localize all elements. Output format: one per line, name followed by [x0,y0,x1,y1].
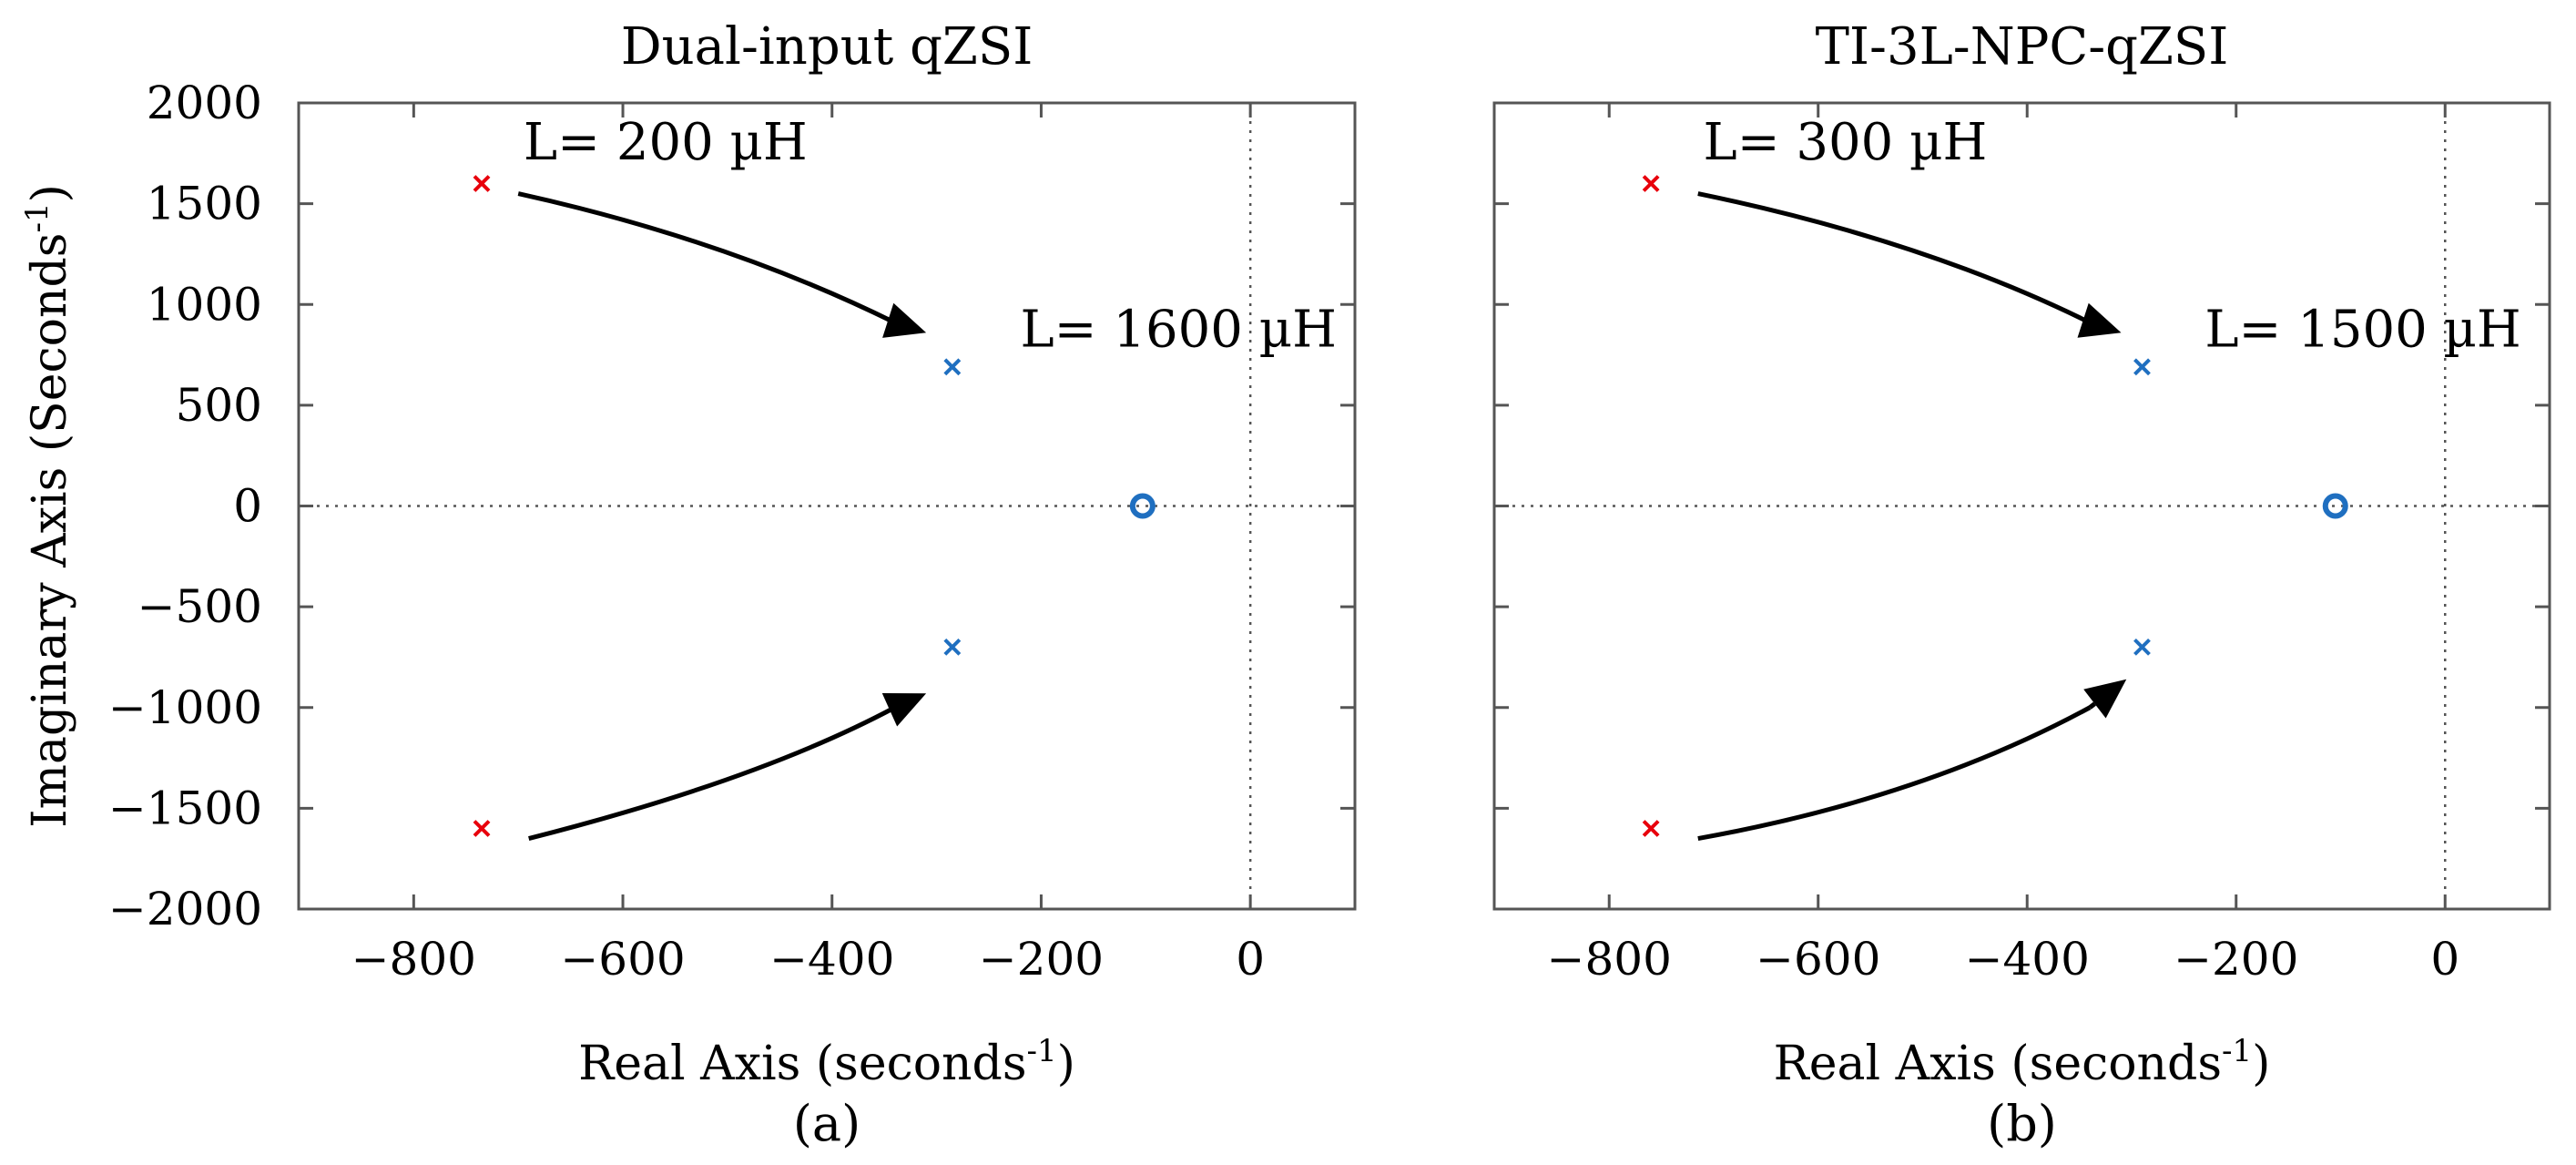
x-tick-label: −400 [769,933,894,986]
y-axis-label-text: Imaginary Axis (Seconds [23,233,77,828]
x-tick-label: −800 [1547,933,1672,986]
chart-title: TI-3L-NPC-qZSI [1816,17,2229,77]
y-tick-label: 1000 [147,278,262,331]
pole-marker-stroke [473,820,491,837]
chart-title: Dual-input qZSI [621,17,1033,77]
pole-marker-stroke [1642,820,1660,837]
x-axis-label-close: ) [2252,1037,2270,1091]
pole-marker [1642,175,1660,192]
arrowhead [881,693,927,727]
x-tick-label: −400 [1965,933,2090,986]
locus-arrow-lower [528,705,896,841]
x-tick-label: −800 [351,933,476,986]
inductance-annotation: L= 300 µH [1704,113,1988,172]
locus-arrow-lower [1697,705,2092,842]
x-tick-label: 0 [2430,933,2459,986]
x-tick-label: −200 [979,933,1104,986]
y-axis-label-close: ) [23,184,77,202]
x-tick-label: −600 [560,933,685,986]
y-tick-label: 500 [176,379,262,432]
locus-arrow-upper [1697,191,2092,325]
x-axis-label-text: Real Axis (seconds [578,1037,1026,1091]
y-tick-label: 0 [233,480,262,533]
y-tick-label: −500 [137,580,262,633]
pole-marker [1642,820,1660,837]
x-axis-label-sup: -1 [1027,1033,1057,1069]
pole-marker [2133,358,2151,376]
zero-marker [1129,493,1156,519]
inductance-annotation: L= 200 µH [524,113,808,172]
inductance-annotation: L= 1600 µH [1020,301,1336,360]
panel-label: (b) [1987,1095,2057,1152]
y-tick-label: −1000 [108,681,262,734]
y-tick-label: −2000 [108,883,262,935]
arrow-shaft-end [2088,701,2096,710]
arrowhead [2083,679,2127,719]
y-tick-label: 2000 [147,77,262,129]
chart-panel-b: −800 −600 −400 −200 0 TI-3L-NPC-qZSI Real Axis… [1492,17,2551,1152]
pole-marker-stroke [473,175,491,192]
y-axis-label-sup: -1 [19,202,56,232]
pole-marker-stroke [943,358,962,376]
pole-marker-stroke [2133,358,2151,376]
y-tick-label: 1500 [147,178,262,230]
pole-marker [473,820,491,837]
x-tick-label: −200 [2174,933,2298,986]
y-axis-label: Imaginary Axis (Seconds-1) [19,184,77,828]
pole-marker [943,638,962,656]
chart-panel-a: −800 −600 −400 −200 02000150010005000−500−10… [19,17,1357,1152]
arrowhead [2077,302,2122,338]
x-axis-label-sup: -1 [2222,1033,2252,1069]
pole-marker [473,175,491,192]
x-tick-label: 0 [1236,933,1265,986]
pole-marker-stroke [2133,638,2151,656]
zero-marker [2322,493,2348,519]
panel-label: (a) [793,1095,860,1152]
pole-marker-stroke [1642,175,1660,192]
x-tick-label: −600 [1756,933,1880,986]
plot-frame [1492,101,2551,911]
inductance-annotation: L= 1500 µH [2204,301,2520,360]
y-tick-label: −1500 [108,782,262,834]
pole-marker [2133,638,2151,656]
pole-marker-stroke [943,638,962,656]
x-axis-label-text: Real Axis (seconds [1774,1037,2222,1091]
pole-marker [943,358,962,376]
arrowhead [882,302,927,338]
x-axis-label-close: ) [1057,1037,1075,1091]
locus-arrow-upper [517,191,896,325]
x-axis-label: Real Axis (seconds-1) [1774,1033,2271,1091]
x-axis-label: Real Axis (seconds-1) [578,1033,1075,1091]
